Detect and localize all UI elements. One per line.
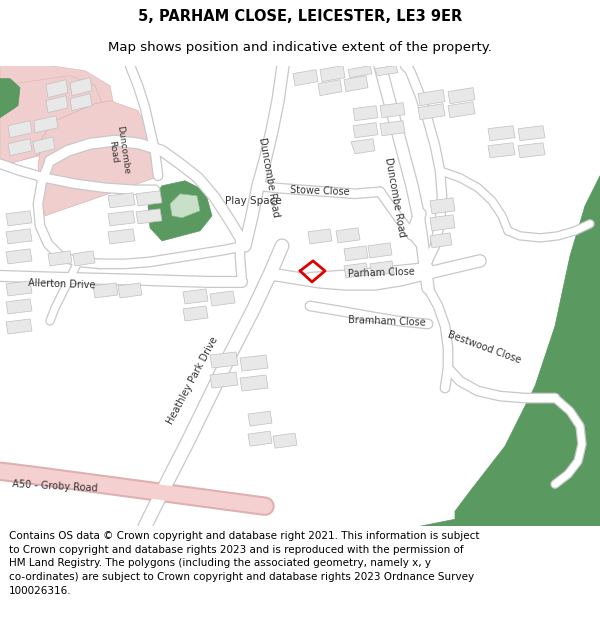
Polygon shape [210,372,238,388]
Polygon shape [488,126,515,141]
Polygon shape [430,198,455,214]
Text: Duncombe Road: Duncombe Road [257,137,281,218]
Polygon shape [380,102,405,118]
Text: Allerton Drive: Allerton Drive [28,278,95,290]
Polygon shape [8,139,32,156]
Text: Bestwood Close: Bestwood Close [446,329,523,365]
Polygon shape [33,137,55,154]
Polygon shape [118,283,142,298]
Polygon shape [344,263,368,278]
Polygon shape [370,261,394,276]
Polygon shape [73,251,95,266]
Polygon shape [93,283,118,298]
Text: Map shows position and indicative extent of the property.: Map shows position and indicative extent… [108,41,492,54]
Polygon shape [248,431,272,446]
Polygon shape [308,229,332,244]
Polygon shape [6,211,32,226]
Polygon shape [374,66,398,76]
Polygon shape [70,78,92,96]
Text: Parham Close: Parham Close [348,267,415,279]
Polygon shape [455,176,600,526]
Polygon shape [0,79,20,116]
Polygon shape [34,116,58,132]
Polygon shape [183,306,208,321]
Polygon shape [240,375,268,391]
Text: Contains OS data © Crown copyright and database right 2021. This information is : Contains OS data © Crown copyright and d… [9,531,479,596]
Polygon shape [240,355,268,371]
Polygon shape [320,66,345,82]
Polygon shape [351,139,375,154]
Polygon shape [418,104,445,120]
Text: Play Space: Play Space [225,196,282,206]
Polygon shape [318,79,342,96]
Polygon shape [344,246,368,261]
Polygon shape [488,142,515,158]
Polygon shape [6,249,32,264]
Text: Duncombe
Road: Duncombe Road [105,125,131,176]
Polygon shape [136,209,162,224]
Polygon shape [418,89,445,106]
Polygon shape [210,291,235,306]
Polygon shape [448,102,475,118]
Polygon shape [344,76,368,92]
Polygon shape [0,81,18,118]
Polygon shape [248,411,272,426]
Polygon shape [6,281,32,296]
Polygon shape [293,69,318,86]
Polygon shape [38,101,155,216]
Text: A50 - Groby Road: A50 - Groby Road [12,479,98,494]
Text: Stowe Close: Stowe Close [290,185,350,197]
Polygon shape [448,88,475,104]
Polygon shape [348,66,372,78]
Polygon shape [210,352,238,368]
Polygon shape [170,194,200,218]
Polygon shape [183,289,208,304]
Polygon shape [48,251,72,266]
Polygon shape [148,181,212,241]
Polygon shape [108,211,135,226]
Text: Duncombe Road: Duncombe Road [383,157,407,238]
Polygon shape [136,191,162,206]
Polygon shape [353,122,378,138]
Polygon shape [273,433,297,448]
Polygon shape [70,94,92,111]
Polygon shape [420,226,600,526]
Polygon shape [8,121,32,138]
Polygon shape [6,319,32,334]
Polygon shape [108,229,135,244]
Polygon shape [6,229,32,244]
Polygon shape [336,228,360,243]
Text: Heathley Park Drive: Heathley Park Drive [166,336,220,426]
Polygon shape [368,243,392,258]
Polygon shape [518,126,545,141]
Polygon shape [518,142,545,158]
Polygon shape [430,215,455,231]
Polygon shape [380,121,405,136]
Text: 5, PARHAM CLOSE, LEICESTER, LE3 9ER: 5, PARHAM CLOSE, LEICESTER, LE3 9ER [138,9,462,24]
Polygon shape [0,66,115,166]
Polygon shape [430,233,452,248]
Polygon shape [46,96,68,112]
Polygon shape [0,76,105,166]
Polygon shape [0,66,22,86]
Polygon shape [46,79,68,98]
Text: Bramham Close: Bramham Close [348,315,426,328]
Polygon shape [108,192,135,208]
Polygon shape [353,106,378,121]
Polygon shape [6,299,32,314]
